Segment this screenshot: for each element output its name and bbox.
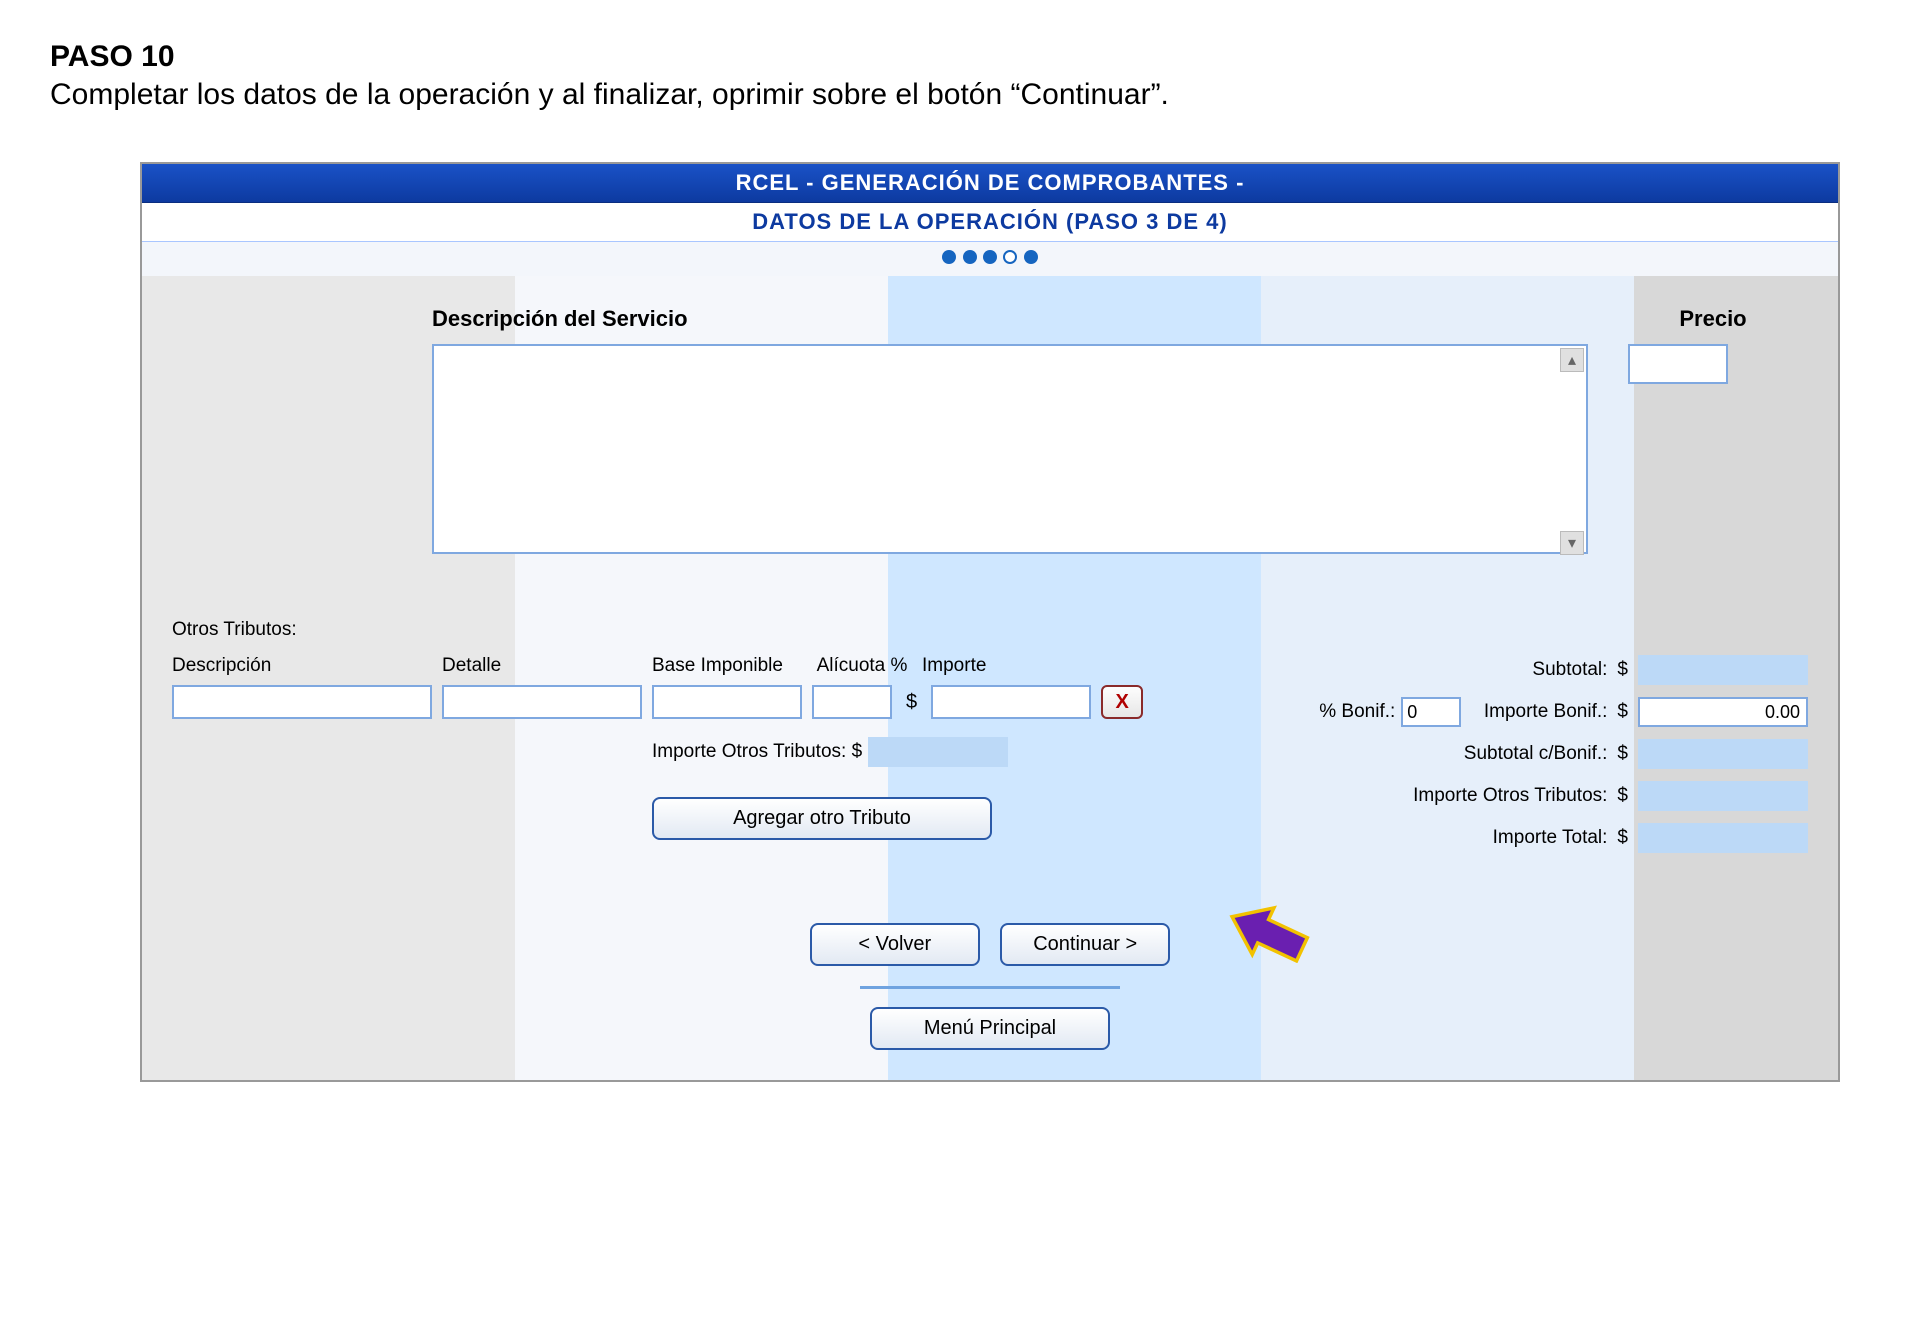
- progress-dot: [983, 250, 997, 264]
- bonif-pct-label: % Bonif.:: [1319, 701, 1395, 723]
- progress-dot: [963, 250, 977, 264]
- header-title: RCEL - GENERACIÓN DE COMPROBANTES -: [142, 164, 1838, 203]
- menu-separator: [860, 986, 1120, 989]
- step-instruction: Completar los datos de la operación y al…: [50, 78, 1870, 112]
- precio-input[interactable]: [1628, 344, 1728, 384]
- importe-bonif-label: Importe Bonif.:: [1484, 701, 1608, 723]
- precio-label: Precio: [1628, 306, 1798, 332]
- currency-symbol: $: [1617, 785, 1628, 807]
- currency-symbol: $: [1617, 743, 1628, 765]
- col-alicuota: Alícuota %: [812, 655, 912, 677]
- progress-dot: [1024, 250, 1038, 264]
- otros-tributos-label: Otros Tributos:: [172, 619, 1808, 641]
- subtotal-value: [1638, 655, 1808, 685]
- currency-symbol: $: [1617, 701, 1628, 723]
- app-window: RCEL - GENERACIÓN DE COMPROBANTES - DATO…: [140, 162, 1840, 1082]
- importe-otros-total-value: [1638, 781, 1808, 811]
- importe-bonif-input[interactable]: [1638, 697, 1808, 727]
- bonif-pct-input[interactable]: [1401, 697, 1461, 727]
- col-detalle: Detalle: [442, 655, 642, 677]
- tributo-detalle-input[interactable]: [442, 685, 642, 719]
- scroll-up-icon[interactable]: ▴: [1560, 348, 1584, 372]
- continuar-button[interactable]: Continuar >: [1000, 923, 1170, 966]
- currency-symbol: $: [1617, 659, 1628, 681]
- tributo-descripcion-input[interactable]: [172, 685, 432, 719]
- arrow-pointer-icon: [1222, 903, 1312, 963]
- currency-symbol: $: [1617, 827, 1628, 849]
- subtotal-label: Subtotal:: [1252, 659, 1607, 681]
- importe-otros-value: [868, 737, 1008, 767]
- tributo-row: $ X: [172, 685, 1222, 719]
- importe-otros-total-label: Importe Otros Tributos:: [1252, 785, 1607, 807]
- subtotal-cbonif-label: Subtotal c/Bonif.:: [1252, 743, 1607, 765]
- progress-dots: [142, 242, 1838, 276]
- delete-tributo-button[interactable]: X: [1101, 685, 1143, 719]
- tributo-base-input[interactable]: [652, 685, 802, 719]
- tributo-importe-input[interactable]: [931, 685, 1091, 719]
- col-descripcion: Descripción: [172, 655, 432, 677]
- tributo-alicuota-input[interactable]: [812, 685, 892, 719]
- descripcion-label: Descripción del Servicio: [432, 306, 1588, 332]
- progress-dot: [1003, 250, 1017, 264]
- step-title: PASO 10: [50, 40, 1870, 74]
- nav-buttons: < Volver Continuar >: [142, 883, 1838, 986]
- scroll-down-icon[interactable]: ▾: [1560, 531, 1584, 555]
- importe-otros-label: Importe Otros Tributos: $: [652, 741, 862, 763]
- menu-principal-button[interactable]: Menú Principal: [870, 1007, 1110, 1050]
- progress-dot: [942, 250, 956, 264]
- importe-total-value: [1638, 823, 1808, 853]
- col-importe: Importe: [922, 655, 1082, 677]
- col-base: Base Imponible: [652, 655, 802, 677]
- currency-symbol: $: [902, 691, 921, 714]
- subtotal-cbonif-value: [1638, 739, 1808, 769]
- volver-button[interactable]: < Volver: [810, 923, 980, 966]
- importe-total-label: Importe Total:: [1252, 827, 1607, 849]
- header-subtitle: DATOS DE LA OPERACIÓN (PASO 3 DE 4): [142, 203, 1838, 242]
- descripcion-input[interactable]: [432, 344, 1588, 554]
- agregar-tributo-button[interactable]: Agregar otro Tributo: [652, 797, 992, 840]
